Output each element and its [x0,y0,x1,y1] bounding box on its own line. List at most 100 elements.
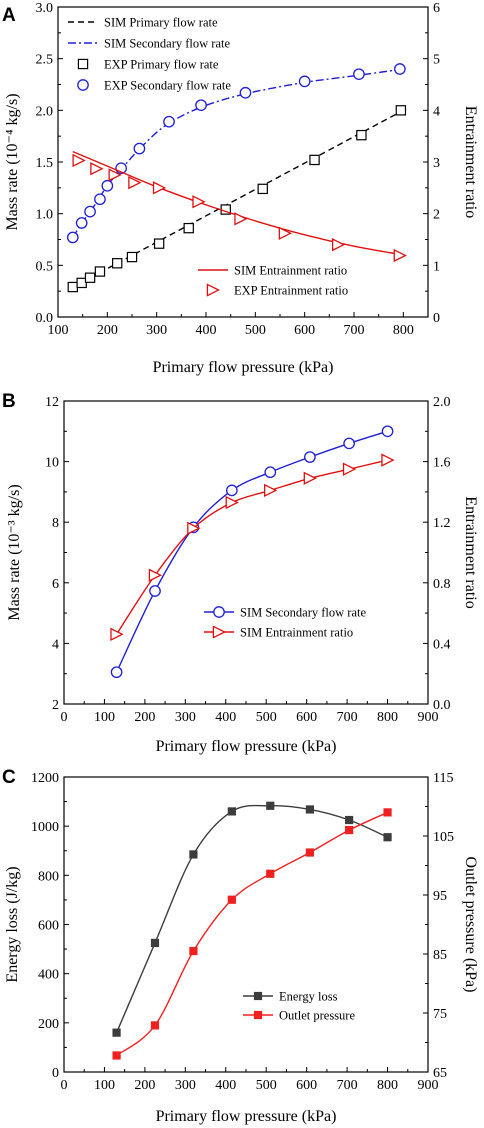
x-tick-label: 900 [418,710,439,725]
y-tick-label: 0 [52,1066,59,1081]
y-tick-label: 4 [52,637,59,652]
y-tick-label: 10 [45,456,59,471]
data-point [342,462,357,476]
data-point [304,451,316,463]
x-tick-label: 100 [94,1078,115,1093]
y2-axis-title: Entrainment ratio [462,106,479,218]
legend-marker [212,625,227,639]
data-point [353,68,365,81]
data-point [133,142,146,155]
data-point [149,585,161,597]
data-point [94,193,106,206]
data-point [111,258,123,269]
y2-tick-label: 3 [433,156,440,171]
data-point [345,815,354,825]
data-point [278,226,292,240]
x-tick-label: 300 [175,710,196,725]
data-point [152,181,167,195]
x-tick-label: 500 [245,323,266,338]
panel-letter: A [2,5,16,26]
y2-tick-label: 4 [433,104,440,119]
series-sim-entrainment-ratio [72,151,404,256]
data-point [128,176,142,190]
data-point [163,115,175,128]
legend-label: SIM Secondary flow rate [104,37,230,51]
panel-letter: B [2,391,16,412]
data-point [110,666,123,679]
data-point [383,833,392,842]
y2-tick-label: 105 [433,830,454,845]
y2-tick-label: 1 [433,259,440,274]
x-tick-label: 600 [294,323,315,338]
series-line [116,811,388,1057]
data-point [266,869,275,878]
y-tick-label: 1.0 [36,208,54,223]
y2-tick-label: 2.0 [433,395,451,410]
data-point [148,568,163,582]
data-point [298,75,311,88]
y2-tick-label: 2 [433,208,440,223]
y-tick-label: 1200 [31,771,59,786]
x-tick-label: 200 [97,323,118,338]
legend: SIM Primary flow rate SIM Secondary flow … [68,16,231,93]
data-point [67,281,78,293]
y2-tick-label: 0 [433,311,440,326]
y-axis-title: Energy loss (J/kg) [4,866,21,982]
data-point [84,205,96,218]
series-energy-loss [112,801,392,1037]
legend: SIM Secondary flow rate SIM Entrainment r… [204,606,366,640]
x-tick-label: 900 [418,1078,439,1093]
data-point [343,437,355,450]
data-point [331,238,346,252]
legend-label: Outlet pressure [279,1009,355,1023]
x-axis-title: Primary flow pressure (kPa) [156,738,337,755]
y2-axis-title: Entrainment ratio [462,496,479,608]
x-tick-label: 500 [256,1078,277,1093]
data-point [110,627,124,641]
data-point [227,807,236,816]
y2-tick-label: 0.0 [433,698,451,713]
series-sim-secondary-flow-rate [110,425,394,679]
series-exp-secondary-flow-rate [66,63,406,244]
x-tick-label: 0 [61,1078,68,1093]
data-point [305,848,315,857]
data-point [266,801,275,810]
legend-marker [253,1010,263,1020]
legend-marker [213,606,225,618]
y-tick-label: 0.5 [36,259,54,274]
y2-tick-label: 0.8 [433,577,451,592]
y-axis-title: Mass rate (10⁻⁴ kg/s) [4,93,21,230]
data-point [303,471,317,485]
data-point [112,1028,121,1037]
legend-label: EXP Primary flow rate [104,58,219,72]
data-point [126,251,138,263]
data-point [225,495,239,510]
data-point [153,238,165,249]
x-tick-label: 300 [175,1078,196,1093]
data-point [395,105,407,116]
y2-tick-label: 0.4 [433,637,451,652]
x-tick-label: 700 [337,1078,358,1093]
data-point [150,938,160,948]
x-tick-label: 700 [344,323,365,338]
x-axis-title: Primary flow pressure (kPa) [153,359,334,376]
y-tick-label: 6 [52,577,59,592]
data-point [192,195,206,209]
data-point [187,521,201,535]
series-exp-primary-flow-rate [67,105,407,293]
data-point [356,129,367,141]
chart-panel-b: B 0 100 200 300 400 500 600 700 800 900 2 4 6 8 10 12 0.0… [2,391,479,755]
x-tick-label: 100 [48,323,69,338]
y-tick-label: 1.5 [36,156,54,171]
data-point [183,222,194,234]
legend-label: SIM Entrainment ratio [234,264,347,278]
data-point [90,162,104,176]
legend-label: SIM Primary flow rate [104,16,218,30]
series-sim-secondary-flow-rate [72,68,404,238]
data-point [394,63,406,75]
panel-letter: C [2,767,16,788]
legend-label: EXP Secondary flow rate [104,79,231,93]
x-tick-label: 400 [215,1078,236,1093]
legend-label: Energy loss [279,990,338,1004]
